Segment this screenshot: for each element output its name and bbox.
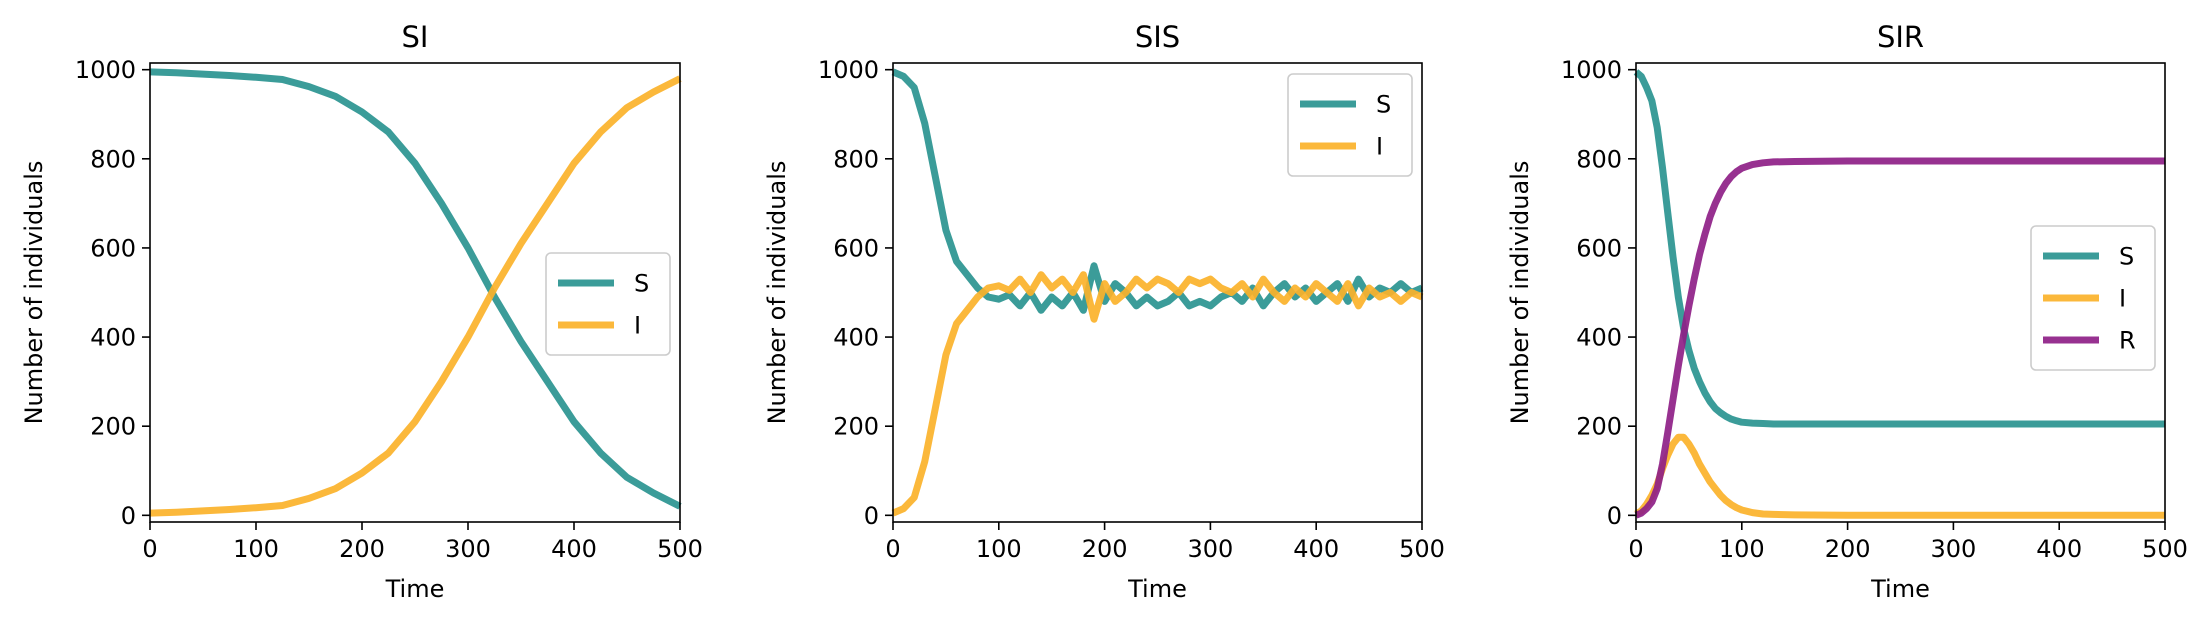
- y-tick-label: 600: [833, 234, 879, 262]
- legend-label-r: R: [2119, 327, 2136, 355]
- y-tick-label: 200: [833, 413, 879, 441]
- y-axis-label: Number of individuals: [763, 161, 791, 425]
- x-tick-label: 0: [142, 535, 157, 563]
- y-tick-label: 400: [833, 324, 879, 352]
- y-tick-label: 600: [1576, 234, 1622, 262]
- plot-frame: [149, 62, 681, 523]
- series-line-i: [891, 271, 1424, 517]
- legend: SI: [1287, 73, 1413, 177]
- x-tick-label: 300: [445, 535, 491, 563]
- legend-label-s: S: [634, 270, 649, 298]
- legend-label-s: S: [1376, 91, 1391, 119]
- x-axis-label: Time: [1127, 575, 1187, 603]
- y-tick-label: 400: [90, 324, 136, 352]
- x-tick-label: 100: [1719, 535, 1765, 563]
- y-tick-label: 1000: [818, 56, 879, 84]
- chart-title: SIR: [1877, 20, 1924, 54]
- y-tick-label: 800: [1576, 145, 1622, 173]
- series-line-r: [1634, 157, 2165, 519]
- y-tick-label: 1000: [75, 56, 136, 84]
- y-axis-label: Number of individuals: [1506, 161, 1534, 425]
- legend-box: [1287, 73, 1413, 177]
- x-tick-label: 500: [2142, 535, 2188, 563]
- x-tick-label: 400: [1293, 535, 1339, 563]
- y-tick-label: 600: [90, 234, 136, 262]
- y-tick-label: 200: [90, 413, 136, 441]
- legend-label-i: I: [2119, 285, 2126, 313]
- y-tick-label: 400: [1576, 324, 1622, 352]
- x-tick-label: 100: [976, 535, 1022, 563]
- x-tick-label: 200: [1825, 535, 1871, 563]
- y-tick-label: 800: [833, 145, 879, 173]
- plot-frame: [892, 62, 1423, 523]
- legend-box: [545, 252, 671, 356]
- series-group: [1633, 69, 2165, 519]
- legend: SIR: [2030, 225, 2156, 371]
- chart-panel-sir: SIR 0 100 200 300 400 500 0 200 400 600 800 1000 Time…: [1506, 20, 2188, 603]
- legend: SI: [545, 252, 671, 356]
- x-tick-label: 500: [657, 535, 703, 563]
- legend-label-s: S: [2119, 243, 2134, 271]
- x-tick-label: 200: [1082, 535, 1128, 563]
- x-tick-label: 500: [1399, 535, 1445, 563]
- series-line-i: [149, 75, 682, 517]
- legend-label-i: I: [634, 312, 641, 340]
- x-tick-label: 300: [1930, 535, 1976, 563]
- chart-panel-si: SI 0 100 200 300 400 500 0 200 400 600 800 1000 Time N…: [20, 20, 703, 603]
- y-tick-label: 1000: [1561, 56, 1622, 84]
- chart-title: SIS: [1135, 20, 1180, 54]
- x-axis-label: Time: [385, 575, 445, 603]
- x-tick-label: 400: [551, 535, 597, 563]
- y-tick-label: 800: [90, 145, 136, 173]
- y-tick-label: 0: [121, 502, 136, 530]
- series-group: [149, 68, 682, 517]
- y-tick-label: 0: [1607, 502, 1622, 530]
- x-tick-label: 100: [233, 535, 279, 563]
- y-axis-label: Number of individuals: [20, 161, 48, 425]
- x-tick-label: 300: [1187, 535, 1233, 563]
- legend-label-i: I: [1376, 133, 1383, 161]
- y-tick-label: 0: [864, 502, 879, 530]
- y-tick-label: 200: [1576, 413, 1622, 441]
- x-axis-label: Time: [1870, 575, 1930, 603]
- plot-frame: [1635, 62, 2166, 523]
- series-line-i: [1634, 433, 2165, 519]
- chart-title: SI: [402, 20, 429, 54]
- x-tick-label: 0: [1628, 535, 1643, 563]
- x-tick-label: 0: [885, 535, 900, 563]
- series-line-s: [1633, 69, 2165, 428]
- x-tick-label: 200: [339, 535, 385, 563]
- series-group: [891, 68, 1424, 517]
- series-line-s: [149, 68, 682, 510]
- chart-panel-sis: SIS 0 100 200 300 400 500 0 200 400 600 800 1000 Time…: [763, 20, 1445, 603]
- x-tick-label: 400: [2036, 535, 2082, 563]
